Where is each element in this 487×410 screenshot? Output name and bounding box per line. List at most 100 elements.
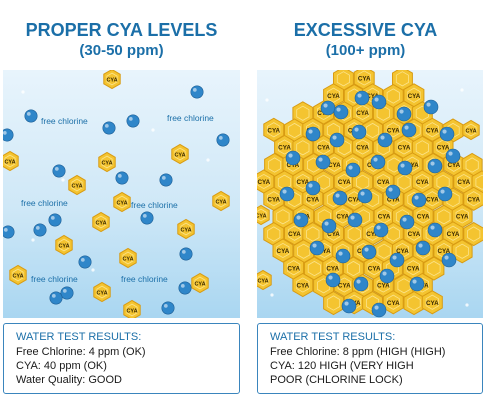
chlorine-ball-shine [426,102,431,107]
cya-label: CYA [356,110,369,117]
chlorine-ball [379,268,395,284]
cya-molecule: CYA [393,134,415,160]
chlorine-molecule [397,160,413,176]
cya-label: CYA [426,300,439,307]
cya-hexagon-highlight [215,194,227,208]
cya-label: CYA [366,231,379,238]
cya-hexagon-highlight [122,251,134,265]
chlorine-molecule [341,298,357,314]
chlorine-ball [320,100,336,116]
cya-molecule: CYA [92,211,110,233]
chlorine-ball [423,99,439,115]
cya-hexagon-highlight [257,208,267,222]
chlorine-molecule [102,121,116,135]
chlorine-ball-shine [380,135,385,140]
chlorine-molecule [351,124,367,140]
free-chlorine-label: free chlorine [21,198,68,208]
cya-molecule: CYA [177,218,195,240]
chlorine-ball [411,192,427,208]
cya-hexagon-shape [68,174,86,196]
cya-molecule: CYA [353,70,375,91]
chlorine-ball-shine [142,213,147,218]
chlorine-ball-shine [356,279,361,284]
chlorine-molecule [179,247,193,261]
chlorine-molecule [48,213,62,227]
chlorine-molecule [423,99,439,115]
cya-hexagon-shape [263,186,285,211]
cya-label: CYA [417,214,430,221]
chlorine-ball [377,132,393,148]
cya-molecule: CYA [263,186,285,211]
chlorine-molecule [325,272,341,288]
chlorine-ball [385,184,401,200]
cya-hexagon-shape [93,281,111,303]
cya-molecule [463,222,483,247]
cya-label: CYA [407,265,420,272]
cya-hexagon-highlight [436,174,450,190]
chlorine-ball-shine [412,279,417,284]
cya-molecule: CYA [103,70,121,90]
chlorine-ball-shine [350,215,355,220]
chlorine-ball-shine [332,135,337,140]
chlorine-molecule [354,90,370,106]
cya-hexagon-highlight [337,140,351,156]
chlorine-ball-shine [442,129,447,134]
cya-label: CYA [387,196,400,203]
chlorine-ball-shine [192,87,197,92]
chlorine-ball [357,188,373,204]
cya-hexagon-highlight [174,147,186,161]
chlorine-ball-shine [399,109,404,114]
water-bubble [31,238,35,242]
cya-hexagon-highlight [367,260,381,276]
chlorine-ball-shine [3,130,7,135]
cya-hexagon-highlight [397,278,411,294]
chlorine-ball-shine [388,187,393,192]
chlorine-ball [33,223,47,237]
chlorine-ball-shine [430,161,435,166]
cya-hexagon-highlight [455,208,469,224]
cya-hexagon-highlight [194,276,206,290]
chlorine-ball-shine [180,283,185,288]
cya-hexagon-shape [292,272,314,298]
chlorine-molecule [3,225,15,239]
chlorine-ball [293,212,309,228]
cya-label: CYA [194,282,205,288]
cya-label: CYA [287,265,300,272]
chlorine-ball [373,222,389,238]
chlorine-ball-shine [335,193,340,198]
cya-hexagon-highlight [386,294,400,310]
chlorine-molecule [78,255,92,269]
chlorine-ball-shine [128,116,133,121]
cya-molecule: CYA [462,119,480,141]
right-water-illustration: CYA CYA CYA CYA CYA CYA CYA CYA CYA CYA CYA CYA CYA C… [257,70,483,318]
chlorine-ball [439,126,455,142]
cya-hexagon-highlight [257,273,269,287]
chlorine-ball [409,276,425,292]
right-result-water-quality: POOR (CHLORINE LOCK) [270,374,403,386]
cya-label: CYA [180,228,191,234]
free-chlorine-label: free chlorine [131,200,178,210]
chlorine-ball-shine [51,293,56,298]
cya-hexagon-highlight [326,260,340,276]
cya-label: CYA [456,214,469,221]
chlorine-ball-shine [218,135,223,140]
chlorine-ball [305,126,321,142]
chlorine-molecule [305,126,321,142]
chlorine-ball [397,160,413,176]
cya-label: CYA [71,184,82,190]
cya-label: CYA [106,78,117,84]
cya-hexagon-highlight [356,139,370,155]
chlorine-ball [399,214,415,230]
cya-label: CYA [387,127,400,134]
chlorine-molecule [441,252,457,268]
cya-label: CYA [95,221,106,227]
chlorine-ball-shine [50,215,55,220]
cya-hexagon-highlight [287,260,301,276]
chlorine-ball-shine [328,275,333,280]
cya-hexagon-highlight [457,173,471,190]
cya-hexagon-shape [322,255,344,280]
chlorine-molecule [305,180,321,196]
chlorine-molecule [190,85,204,99]
cya-label: CYA [174,153,185,159]
